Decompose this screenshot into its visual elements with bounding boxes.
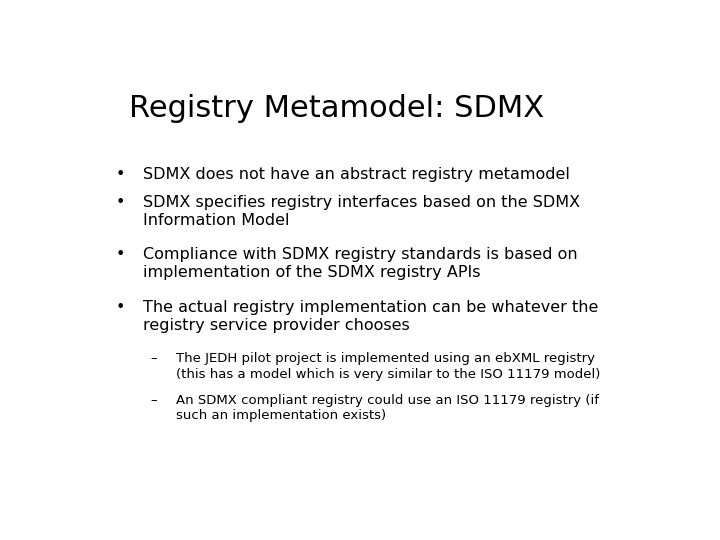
Text: SDMX specifies registry interfaces based on the SDMX
Information Model: SDMX specifies registry interfaces based…	[143, 195, 580, 228]
Text: –: –	[151, 394, 158, 407]
Text: The actual registry implementation can be whatever the
registry service provider: The actual registry implementation can b…	[143, 300, 598, 333]
Text: –: –	[151, 352, 158, 365]
Text: An SDMX compliant registry could use an ISO 11179 registry (if
such an implement: An SDMX compliant registry could use an …	[176, 394, 600, 422]
Text: Compliance with SDMX registry standards is based on
implementation of the SDMX r: Compliance with SDMX registry standards …	[143, 247, 577, 280]
Text: •: •	[116, 300, 125, 315]
Text: •: •	[116, 195, 125, 210]
Text: SDMX does not have an abstract registry metamodel: SDMX does not have an abstract registry …	[143, 167, 570, 181]
Text: Registry Metamodel: SDMX: Registry Metamodel: SDMX	[129, 94, 544, 123]
Text: •: •	[116, 167, 125, 181]
Text: •: •	[116, 247, 125, 262]
Text: The JEDH pilot project is implemented using an ebXML registry
(this has a model : The JEDH pilot project is implemented us…	[176, 352, 601, 381]
